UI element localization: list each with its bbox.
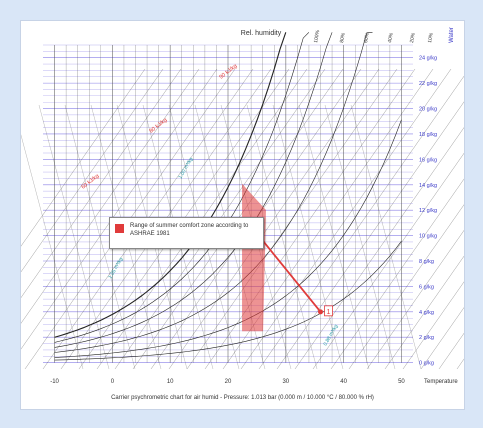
x-tick-label: 40 (340, 379, 347, 385)
enthalpy-line (294, 127, 464, 370)
rh-curve (54, 32, 333, 348)
enthalpy-line (312, 152, 464, 370)
rh-label: 10% (427, 32, 435, 43)
state-point-box (324, 305, 333, 317)
chart-title: Rel. humidity (241, 30, 282, 37)
enthalpy-line (258, 75, 464, 370)
volume-line (298, 104, 370, 370)
y-right-tick-label: 18 g/kg (419, 132, 437, 138)
y-right-tick-label: 0 g/kg (419, 361, 434, 367)
enthalpy-label: 90 kJ/kg (219, 63, 239, 80)
rh-curve (54, 241, 402, 361)
x-axis-label: Temperature (424, 379, 458, 385)
x-tick-label: -10 (50, 379, 59, 385)
enthalpy-line (366, 230, 464, 370)
legend-swatch (115, 224, 124, 233)
enthalpy-line (420, 307, 464, 370)
enthalpy-line (186, 68, 398, 370)
x-tick-label: 10 (167, 379, 174, 385)
y-right-tick-label: 22 g/kg (419, 81, 437, 87)
enthalpy-line (330, 178, 464, 370)
y-right-tick-label: 2 g/kg (419, 335, 434, 341)
state-point-label: 1 (327, 309, 331, 316)
comfort-zone-legend: Range of summer comfort zone according t… (109, 217, 264, 249)
enthalpy-line (240, 68, 452, 370)
volume-label: 1.05 m³/kg (108, 256, 125, 280)
x-tick-label: 50 (398, 379, 405, 385)
legend-text: Range of summer comfort zone according t… (130, 223, 249, 237)
x-tick-label: 0 (111, 379, 115, 385)
volume-line (350, 104, 422, 370)
chart-caption: Carrier psychrometric chart for air humi… (111, 395, 374, 401)
x-tick-label: 20 (225, 379, 232, 385)
comfort-zone-group (242, 183, 266, 332)
process-line (252, 228, 322, 313)
enthalpy-line (21, 68, 146, 247)
enthalpy-line (168, 68, 380, 370)
enthalpy-line (402, 281, 464, 370)
volume-line (272, 104, 344, 370)
enthalpy-line (21, 68, 182, 298)
y-right-tick-label: 20 g/kg (419, 107, 437, 113)
rh-curve (54, 32, 310, 343)
volume-label: 1.00 m³/kg (178, 156, 195, 180)
rh-curve (54, 32, 373, 353)
enthalpy-line (438, 332, 464, 370)
volume-line (324, 104, 396, 370)
volume-line (38, 104, 110, 370)
enthalpy-line (21, 68, 164, 273)
enthalpy-line (276, 101, 464, 370)
rh-label: 80% (339, 32, 347, 43)
rh-label: 60% (363, 32, 371, 43)
volume-line (21, 134, 84, 370)
comfort-zone (242, 183, 266, 332)
enthalpy-line (384, 255, 464, 370)
volume-line (246, 104, 318, 370)
enthalpy-label: 60 kJ/kg (81, 173, 101, 190)
y-right-axis-label: Water (449, 27, 455, 43)
y-right-tick-label: 16 g/kg (419, 157, 437, 163)
state-point (318, 309, 323, 315)
x-tick-label: 30 (282, 379, 289, 385)
enthalpy-line (456, 358, 464, 370)
enthalpy-line (21, 68, 200, 324)
rh-label: 20% (409, 32, 417, 43)
enthalpy-line (204, 68, 416, 370)
rh-label: 40% (387, 32, 395, 43)
y-right-tick-label: 6 g/kg (419, 284, 434, 290)
y-right-tick-label: 8 g/kg (419, 259, 434, 265)
y-right-tick-label: 4 g/kg (419, 310, 434, 316)
y-right-tick-label: 12 g/kg (419, 208, 437, 214)
enthalpy-line (348, 204, 464, 370)
y-right-tick-label: 14 g/kg (419, 183, 437, 189)
rh-curve (54, 32, 287, 338)
rh-label: 100% (313, 29, 321, 43)
y-right-tick-label: 24 g/kg (419, 56, 437, 62)
y-right-tick-label: 10 g/kg (419, 234, 437, 240)
volume-line (64, 104, 136, 370)
